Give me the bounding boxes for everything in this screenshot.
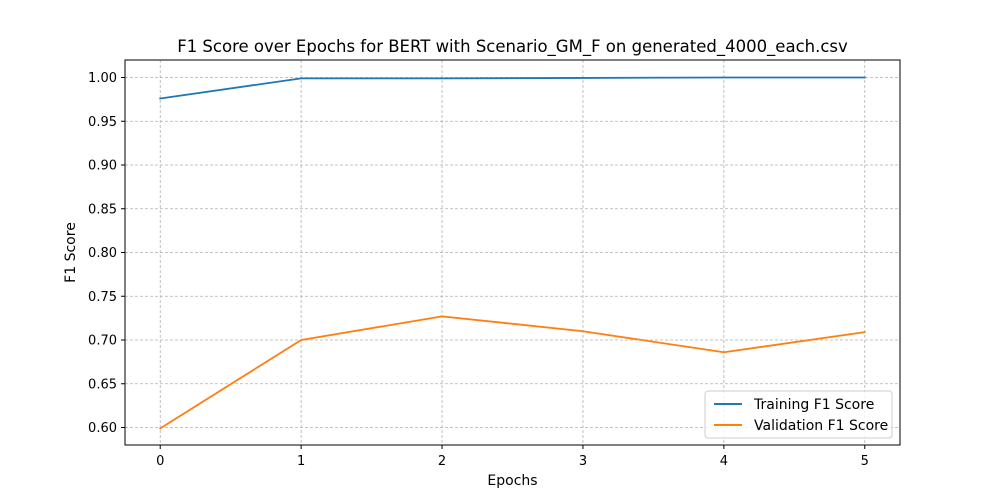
series-line-training [159, 76, 866, 100]
legend: Training F1 Score Validation F1 Score [704, 390, 893, 439]
y-axis-label: F1 Score [63, 222, 79, 283]
y-tick-label: 1.00 [88, 71, 117, 86]
y-tick-label: 0.90 [88, 159, 117, 174]
y-tick-label: 0.80 [88, 246, 117, 261]
series-line-validation [158, 315, 866, 430]
legend-label-training: Training F1 Score [753, 397, 874, 413]
x-tick-label: 4 [720, 454, 728, 469]
y-tick-label: 0.65 [88, 377, 117, 392]
x-axis-label: Epochs [487, 473, 537, 489]
y-tick-label: 0.75 [88, 290, 117, 305]
legend-label-validation: Validation F1 Score [754, 418, 888, 434]
y-tick-label: 0.70 [88, 334, 117, 349]
series-layer [158, 76, 866, 430]
legend-box [704, 390, 893, 439]
y-tick-label: 0.60 [88, 421, 117, 436]
tick-layer: 0 1 2 3 4 5 0.60 0.65 0.70 0.75 0.80 0.85 0.90 0.95 1.… [88, 71, 869, 469]
y-tick-label: 0.85 [88, 202, 117, 217]
y-tick-label: 0.95 [88, 115, 117, 130]
x-tick-label: 3 [579, 454, 587, 469]
x-tick-label: 1 [297, 454, 305, 469]
x-tick-label: 5 [861, 454, 869, 469]
chart-title: F1 Score over Epochs for BERT with Scena… [177, 37, 848, 57]
x-tick-label: 0 [156, 454, 164, 469]
x-tick-label: 2 [438, 454, 446, 469]
